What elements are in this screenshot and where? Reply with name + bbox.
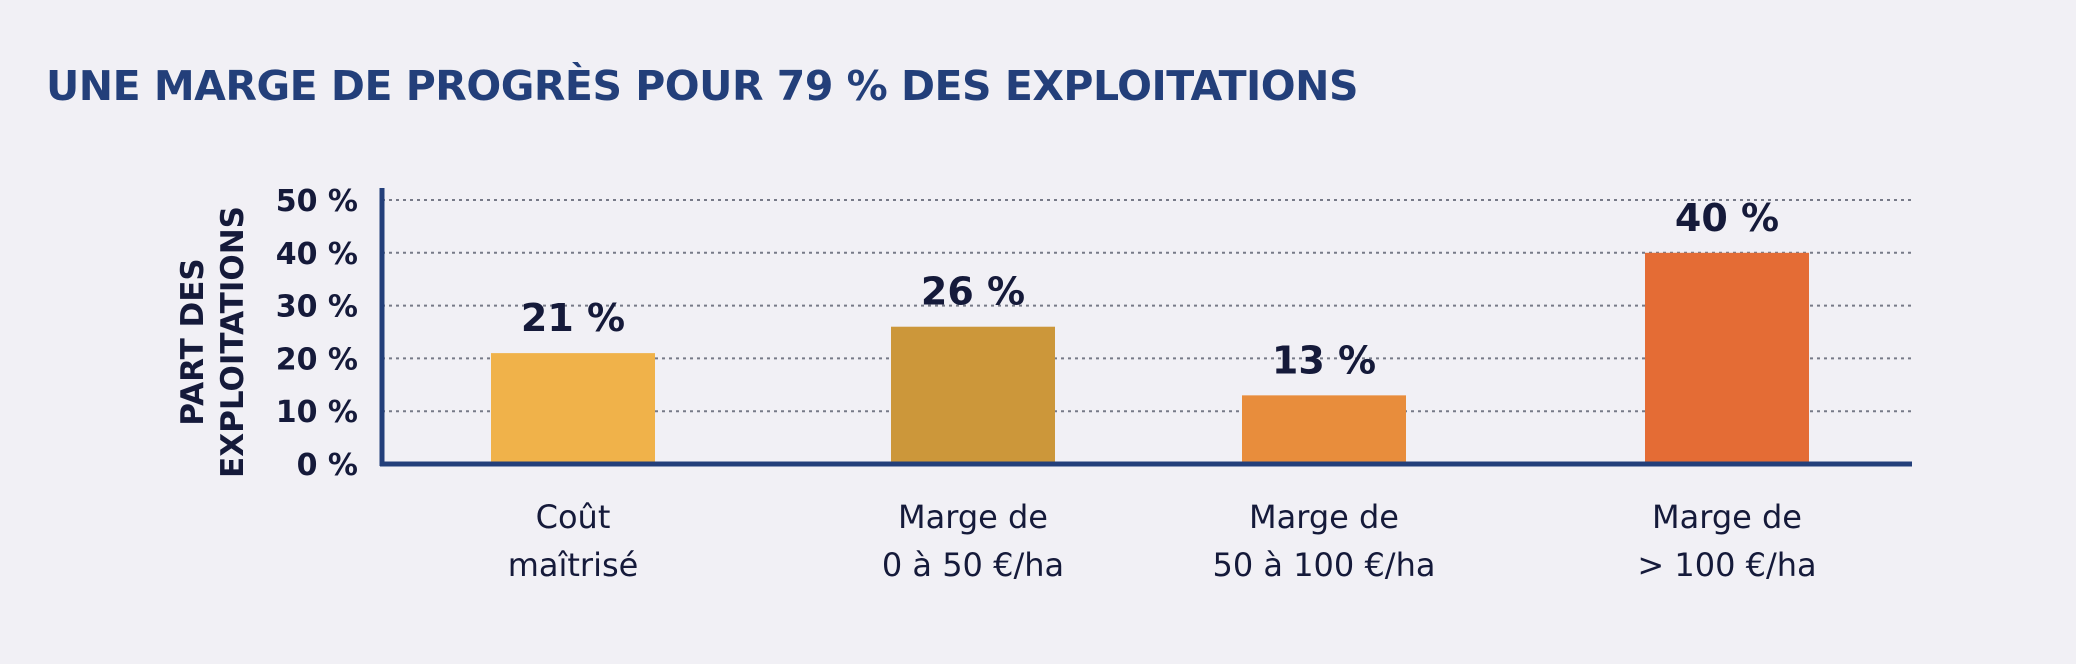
y-tick-label: 10 % <box>276 395 358 430</box>
y-axis-label: PART DES EXPLOITATIONS <box>175 206 251 478</box>
y-tick-label: 40 % <box>276 237 358 272</box>
category-label: Marge de <box>898 498 1048 536</box>
y-tick-label: 0 % <box>297 448 358 483</box>
y-axis-label-line: EXPLOITATIONS <box>215 206 251 478</box>
category-label: maîtrisé <box>508 546 639 584</box>
category-label: Marge de <box>1652 498 1802 536</box>
bar <box>891 326 1055 464</box>
y-tick-label: 30 % <box>276 290 358 325</box>
axes <box>379 188 1912 467</box>
bar <box>1242 395 1406 464</box>
y-axis-label-line: PART DES <box>175 258 211 426</box>
category-label: > 100 €/ha <box>1637 546 1816 584</box>
y-tick-label: 50 % <box>276 184 358 219</box>
y-tick-label: 20 % <box>276 342 358 377</box>
value-label: 13 % <box>1272 338 1376 382</box>
category-label: 0 à 50 €/ha <box>882 546 1064 584</box>
value-label: 21 % <box>521 296 625 340</box>
bars <box>491 252 1809 464</box>
bar <box>491 353 655 464</box>
category-labels: Coût maîtrisé Marge de 0 à 50 €/ha Marge de 5… <box>508 498 1817 584</box>
category-label: 50 à 100 €/ha <box>1213 546 1436 584</box>
y-axis-ticks: 0 % 10 % 20 % 30 % 40 % 50 % <box>276 184 358 483</box>
bar <box>1645 252 1809 464</box>
value-label: 40 % <box>1675 196 1779 240</box>
value-labels: 21 % 26 % 13 % 40 % <box>521 196 1779 383</box>
chart-title: UNE MARGE DE PROGRÈS POUR 79 % DES EXPLO… <box>46 62 1359 110</box>
category-label: Marge de <box>1249 498 1399 536</box>
category-label: Coût <box>536 498 611 536</box>
value-label: 26 % <box>921 270 1025 314</box>
